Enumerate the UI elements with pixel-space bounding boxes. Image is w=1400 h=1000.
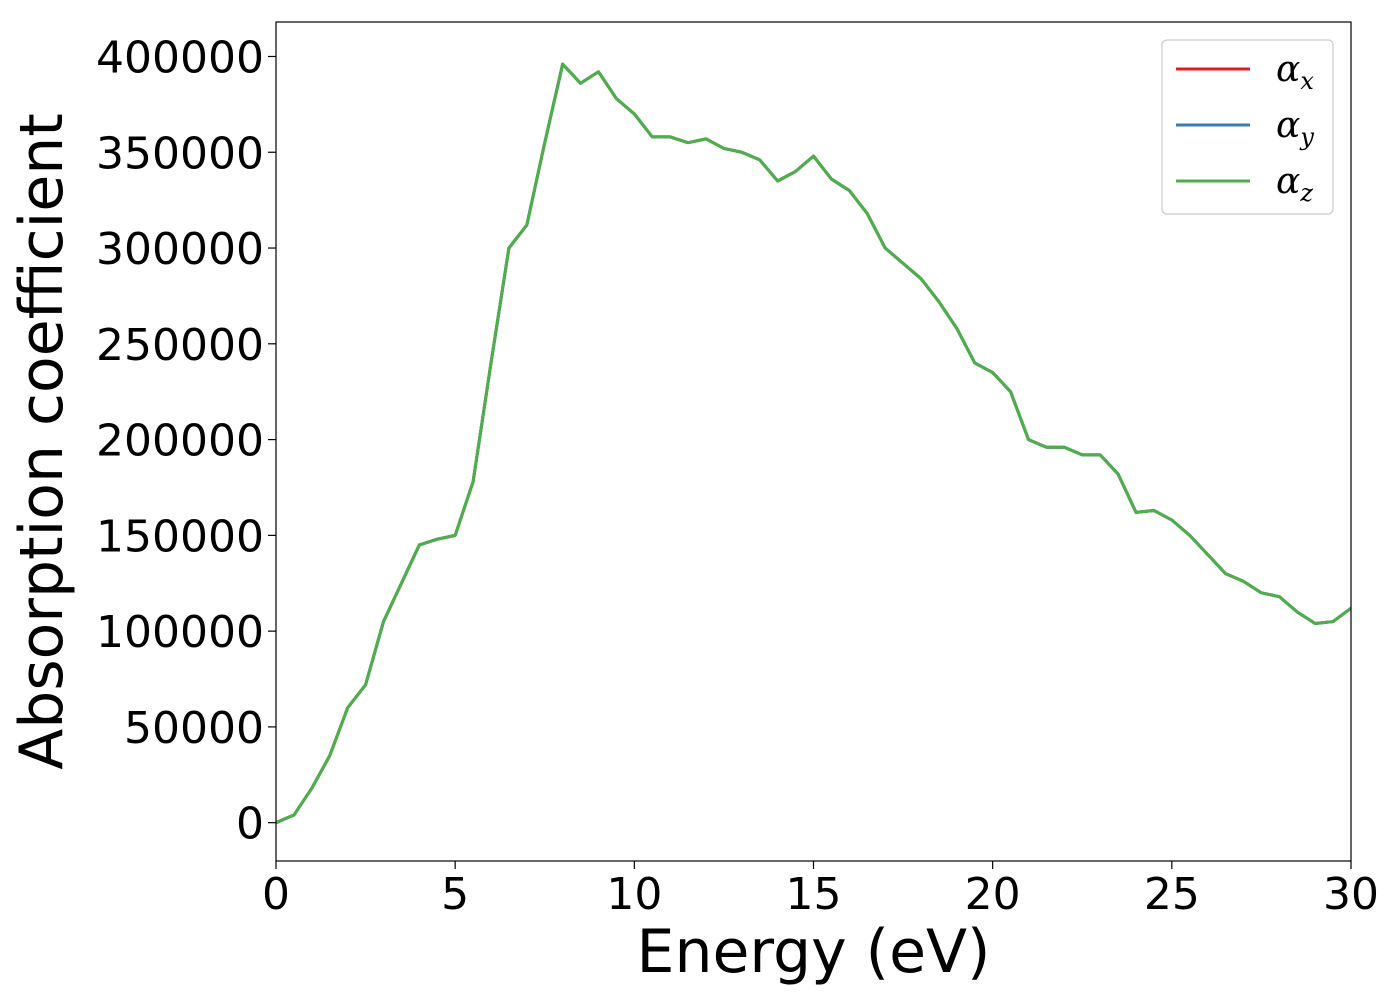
- series-line-z: [276, 62, 1351, 825]
- legend-label-y: αy: [1276, 105, 1314, 151]
- y-tick-label: 200000: [96, 416, 264, 467]
- y-tick-label: 350000: [96, 128, 264, 179]
- y-axis: 0 50000 100000 150000 200000 250000 300000 3500…: [96, 32, 276, 850]
- legend-label-x: αx: [1276, 49, 1314, 95]
- y-tick-label: 50000: [124, 703, 264, 754]
- legend-box: [1161, 39, 1334, 215]
- series-layer: [276, 62, 1351, 825]
- legend: αx αy αz: [1161, 39, 1334, 215]
- legend-label-z: αz: [1276, 161, 1313, 207]
- y-tick-label: 250000: [96, 320, 264, 371]
- y-tick-label: 100000: [96, 607, 264, 658]
- y-tick-label: 150000: [96, 511, 264, 562]
- x-tick-label: 20: [965, 869, 1021, 920]
- y-tick-label: 0: [236, 799, 264, 850]
- x-axis: 0 5 10 15 20 25 30: [262, 861, 1379, 920]
- x-tick-label: 5: [441, 869, 469, 920]
- x-tick-label: 30: [1323, 869, 1379, 920]
- x-tick-label: 0: [262, 869, 290, 920]
- x-tick-label: 10: [606, 869, 662, 920]
- x-axis-title: Energy (eV): [637, 917, 991, 987]
- y-axis-title: Absorption coefficient: [7, 113, 77, 770]
- x-tick-label: 15: [786, 869, 842, 920]
- y-tick-label: 400000: [96, 32, 264, 83]
- y-tick-label: 300000: [96, 224, 264, 275]
- x-tick-label: 25: [1144, 869, 1200, 920]
